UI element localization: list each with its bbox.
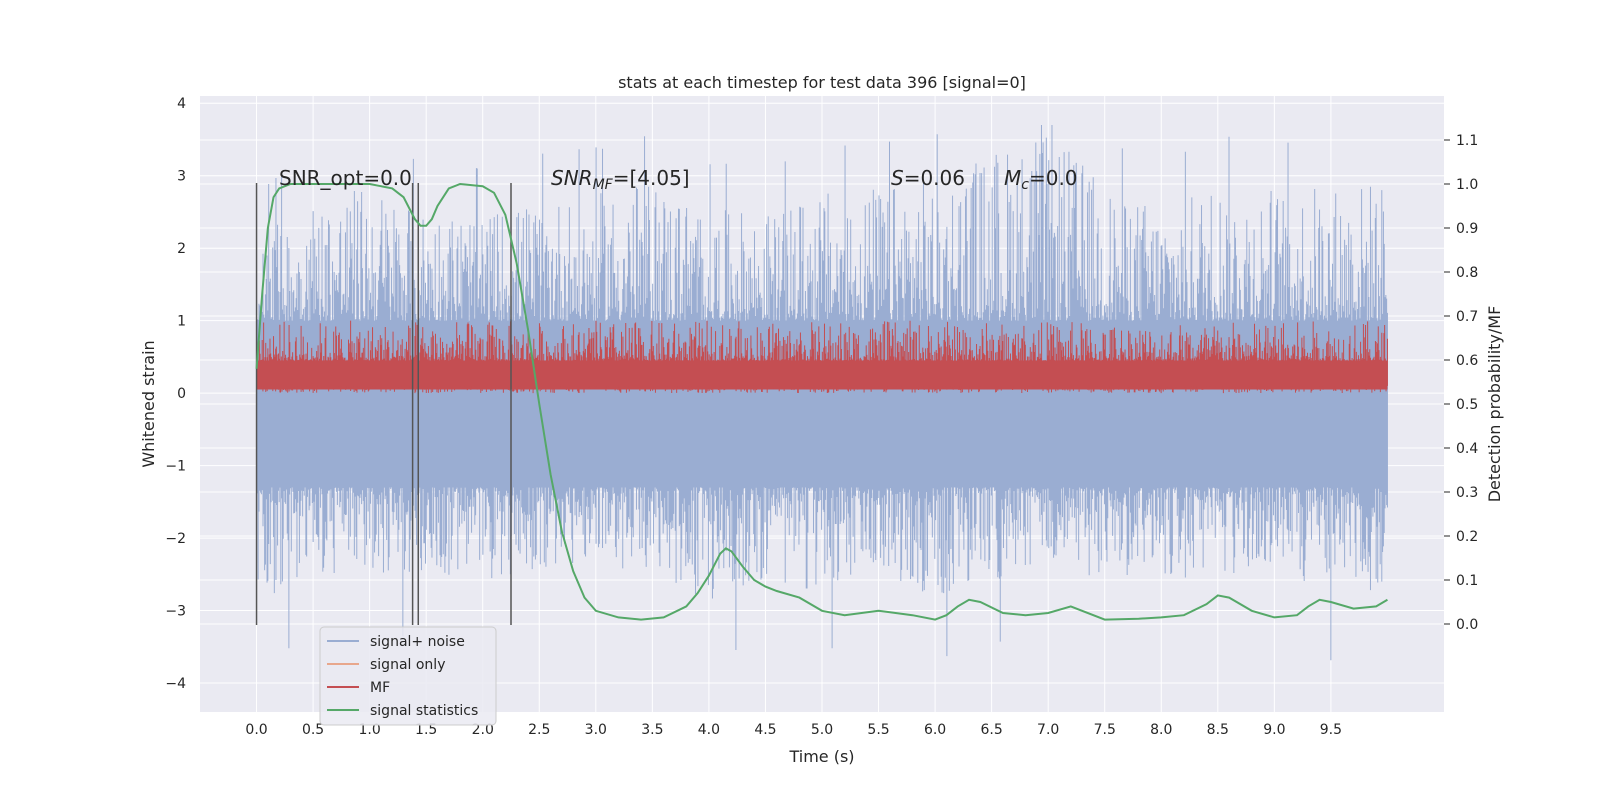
y-left-axis-label: Whitened strain [139,340,158,467]
y-right-tick-labels: 0.0 0.1 0.2 0.3 0.4 0.5 0.6 0.7 0.8 0.9 1.0 1.1 [1444,133,1478,633]
legend-box [319,626,497,726]
x-tick-label: 0.5 [302,722,324,738]
x-tick-label: 3.5 [641,722,663,738]
y-left-tick-label: 3 [177,169,186,185]
signal-statistics-series [255,182,1388,621]
x-tick-labels: 0.0 0.5 1.0 1.5 2.0 2.5 3.0 3.5 4.0 4.5 5.0 5.5 6.0 6… [245,722,1342,738]
annotation-mc: Mc=0.0 [1004,166,1078,193]
y-left-tick-label: −3 [165,604,186,620]
mf-series [256,320,1388,394]
x-tick-label: 7.5 [1094,722,1116,738]
x-tick-label: 7.0 [1037,722,1059,738]
x-tick-label: 9.0 [1263,722,1285,738]
x-tick-label: 3.0 [585,722,607,738]
x-tick-label: 0.0 [245,722,267,738]
annotation-snr-mf: SNRMF=[4.05] [551,166,690,193]
legend-label: signal statistics [370,703,478,719]
x-tick-label: 8.0 [1150,722,1172,738]
y-left-tick-label: 0 [177,386,186,402]
y-right-tick-label: 0.1 [1456,573,1478,589]
legend-label: signal only [370,657,445,673]
y-left-tick-label: −4 [165,676,186,692]
y-right-tick-label: 1.0 [1456,177,1478,193]
y-right-tick-label: 0.7 [1456,309,1478,325]
legend-label: MF [370,680,390,696]
y-right-tick-label: 0.9 [1456,221,1478,237]
y-left-tick-label: 2 [177,241,186,257]
y-left-tick-label: 4 [177,96,186,112]
y-left-tick-labels: −4 −3 −2 −1 0 1 2 3 4 [165,96,186,692]
x-tick-label: 5.0 [811,722,833,738]
legend-label: signal+ noise [370,634,465,650]
x-tick-label: 4.5 [754,722,776,738]
y-left-tick-label: −1 [165,459,186,475]
y-right-axis-label: Detection probability/MF [1485,306,1504,503]
y-right-tick-label: 0.8 [1456,265,1478,281]
x-tick-label: 6.5 [981,722,1003,738]
y-right-tick-label: 0.4 [1456,441,1478,457]
annotation-snr-opt: SNR_opt=0.0 [279,166,412,190]
y-right-tick-label: 0.2 [1456,529,1478,545]
x-axis-label: Time (s) [788,747,854,766]
x-tick-label: 1.5 [415,722,437,738]
x-tick-label: 9.5 [1320,722,1342,738]
signal-statistics-line [255,182,1388,621]
y-right-tick-label: 1.1 [1456,133,1478,149]
x-tick-label: 1.0 [359,722,381,738]
y-right-tick-label: 0.5 [1456,397,1478,413]
x-tick-label: 2.0 [472,722,494,738]
legend: signal+ noise signal only MF signal statist… [319,626,497,726]
y-left-tick-label: 1 [177,314,186,330]
x-tick-label: 4.0 [698,722,720,738]
annotation-s: S=0.06 [891,166,965,190]
x-tick-label: 2.5 [528,722,550,738]
y-right-tick-label: 0.3 [1456,485,1478,501]
y-right-tick-label: 0.0 [1456,617,1478,633]
y-left-tick-label: −2 [165,531,186,547]
y-right-tick-label: 0.6 [1456,353,1478,369]
x-tick-label: 6.0 [924,722,946,738]
x-tick-label: 5.5 [867,722,889,738]
x-tick-label: 8.5 [1207,722,1229,738]
vertical-markers [255,182,512,626]
chart-title: stats at each timestep for test data 396… [618,73,1026,92]
